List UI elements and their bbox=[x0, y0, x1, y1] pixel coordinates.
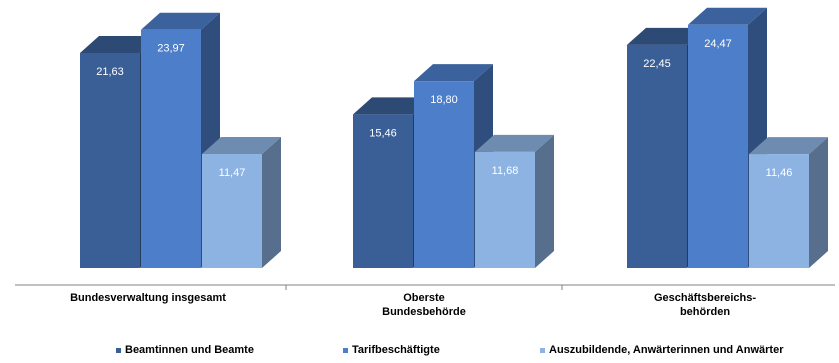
legend-swatch bbox=[343, 347, 348, 353]
bar-front bbox=[627, 44, 687, 268]
data-label: 15,46 bbox=[369, 127, 397, 139]
category-label: behörden bbox=[680, 306, 730, 318]
bar: 23,97 bbox=[141, 12, 220, 268]
bar-front bbox=[475, 151, 535, 268]
bar-front bbox=[80, 52, 140, 268]
data-label: 24,47 bbox=[704, 38, 732, 50]
data-label: 22,45 bbox=[643, 58, 671, 70]
bar-top bbox=[688, 7, 767, 25]
category-label: Oberste bbox=[403, 292, 445, 304]
bar-front bbox=[141, 29, 201, 268]
category-labels: Bundesverwaltung insgesamt Oberste Bundesb… bbox=[70, 292, 756, 318]
legend-label: Beamtinnen und Beamte bbox=[125, 344, 254, 356]
data-label: 11,68 bbox=[492, 165, 519, 177]
data-label: 11,46 bbox=[766, 167, 793, 179]
bar-side bbox=[809, 137, 828, 268]
bar-front bbox=[414, 81, 474, 269]
bar-front bbox=[688, 24, 748, 268]
legend-item: Auszubildende, Anwärterinnen und Anwärte… bbox=[540, 344, 783, 356]
data-label: 23,97 bbox=[157, 43, 185, 55]
data-label: 11,47 bbox=[219, 167, 246, 179]
category-label: Bundesverwaltung insgesamt bbox=[70, 292, 226, 304]
bar-front bbox=[749, 154, 809, 268]
bar: 11,47 bbox=[202, 136, 281, 268]
legend-item: Beamtinnen und Beamte bbox=[116, 344, 254, 356]
bar-front bbox=[353, 114, 413, 268]
bar: 11,46 bbox=[749, 137, 828, 268]
category-label: Geschäftsbereichs- bbox=[654, 292, 756, 304]
bar-top bbox=[202, 136, 281, 154]
bars: 21,63 23,97 11,47 15,46 18,80 11,68 22,45 24,47… bbox=[80, 7, 828, 269]
bar-side bbox=[262, 136, 281, 268]
data-label: 21,63 bbox=[96, 66, 124, 78]
bar-top bbox=[627, 27, 706, 45]
bar-side bbox=[535, 134, 554, 268]
bar: 11,68 bbox=[475, 134, 554, 268]
bar-top bbox=[475, 134, 554, 152]
bar-top bbox=[353, 97, 432, 115]
bar-top bbox=[80, 35, 159, 53]
bar-top bbox=[141, 12, 220, 30]
legend-label: Tarifbeschäftigte bbox=[352, 344, 440, 356]
data-label: 18,80 bbox=[430, 94, 458, 106]
legend: Beamtinnen und Beamte Tarifbeschäftigte … bbox=[0, 344, 839, 360]
legend-label: Auszubildende, Anwärterinnen und Anwärte… bbox=[549, 344, 784, 356]
bar-top bbox=[749, 137, 828, 155]
legend-item: Tarifbeschäftigte bbox=[343, 344, 440, 356]
legend-swatch bbox=[540, 347, 545, 353]
bar-top bbox=[414, 64, 493, 82]
bar-front bbox=[202, 153, 262, 268]
legend-swatch bbox=[116, 347, 121, 353]
category-label: Bundesbehörde bbox=[382, 306, 466, 318]
